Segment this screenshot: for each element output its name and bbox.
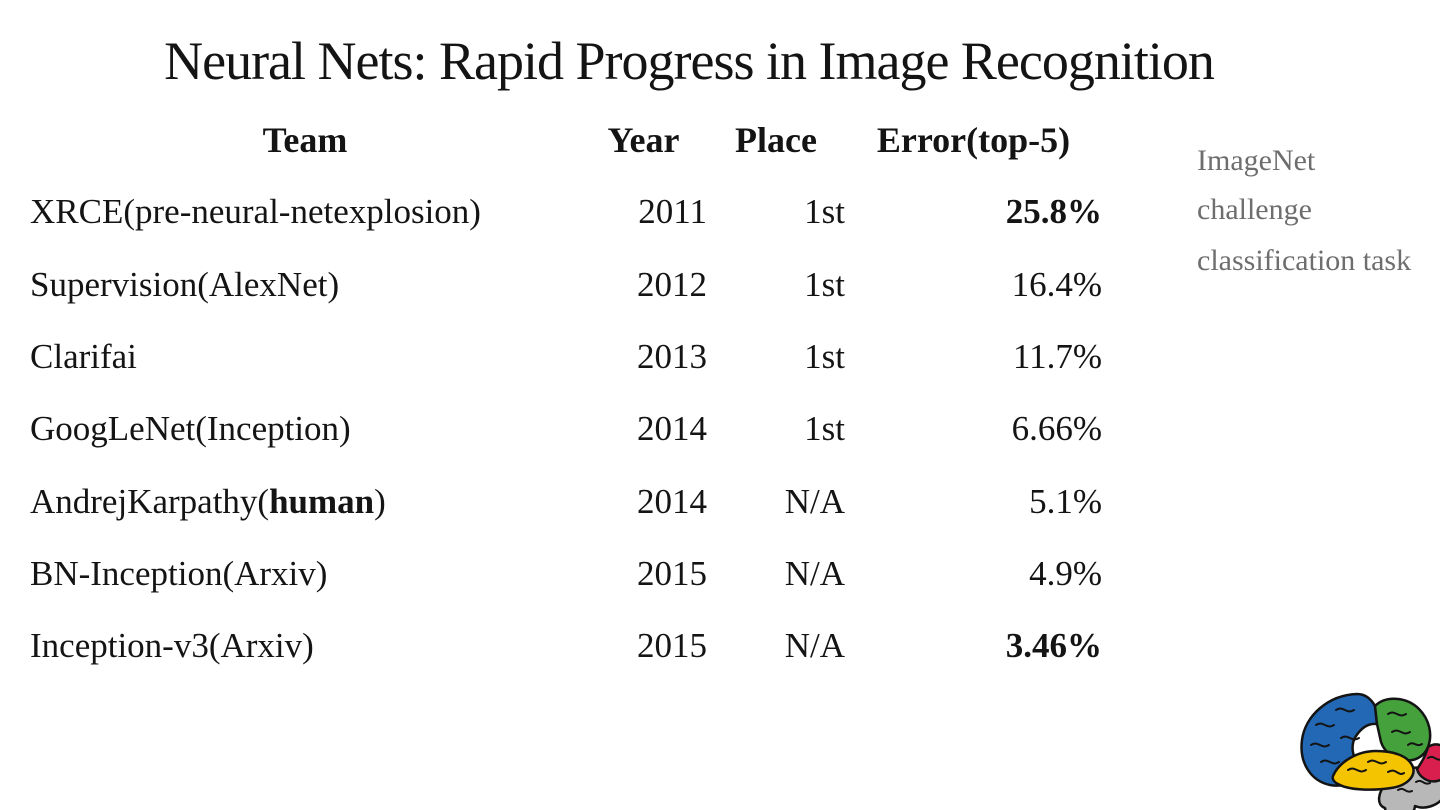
table-cell-place: 1st: [804, 409, 845, 449]
side-note-line-2: classification task: [1197, 244, 1412, 277]
table-cell-place: N/A: [784, 481, 845, 521]
table-cell-year: 2014: [637, 409, 707, 449]
table-cell-team: BN-Inception(Arxiv): [30, 553, 328, 593]
table-cell-team: Supervision(AlexNet): [30, 264, 340, 304]
table-cell-error: 3.46%: [1005, 626, 1102, 666]
table-cell-error: 11.7%: [1012, 337, 1102, 377]
table-cell-place: 1st: [804, 337, 845, 377]
table-cell-year: 2012: [637, 264, 707, 304]
table-cell-team: Inception-v3(Arxiv): [30, 626, 314, 666]
column-header-team: Team: [262, 120, 348, 161]
brain-icon: [1292, 688, 1440, 810]
table-cell-place: 1st: [804, 192, 845, 232]
table-cell-year: 2013: [637, 337, 707, 377]
imagenet-side-note: ImageNet challenge classification task: [1197, 136, 1412, 287]
table-cell-team: Clarifai: [30, 337, 137, 377]
table-cell-year: 2014: [637, 481, 707, 521]
column-header-year: Year: [607, 120, 680, 161]
table-cell-place: N/A: [784, 553, 845, 593]
column-header-error: Error(top-5): [876, 120, 1071, 161]
table-cell-team: GoogLeNet(Inception): [30, 409, 351, 449]
table-cell-year: 2015: [637, 626, 707, 666]
column-header-place: Place: [735, 120, 817, 161]
table-cell-year: 2011: [638, 192, 707, 232]
table-cell-team: AndrejKarpathy(human): [30, 481, 386, 521]
brain-illustration: [1300, 692, 1440, 810]
table-cell-year: 2015: [637, 553, 707, 593]
table-cell-error: 25.8%: [1005, 192, 1102, 232]
table-cell-error: 5.1%: [1029, 481, 1102, 521]
table-cell-error: 4.9%: [1029, 553, 1102, 593]
side-note-line-1: ImageNet challenge: [1197, 144, 1316, 226]
table-cell-team: XRCE(pre-neural-netexplosion): [30, 192, 481, 232]
table-cell-error: 16.4%: [1011, 264, 1102, 304]
table-cell-place: N/A: [784, 626, 845, 666]
results-table: Team Year Place Error(top-5) XRCE(pre-ne…: [30, 104, 1102, 682]
table-cell-place: 1st: [804, 264, 845, 304]
table-cell-error: 6.66%: [1011, 409, 1102, 449]
slide-title: Neural Nets: Rapid Progress in Image Rec…: [164, 31, 1215, 91]
